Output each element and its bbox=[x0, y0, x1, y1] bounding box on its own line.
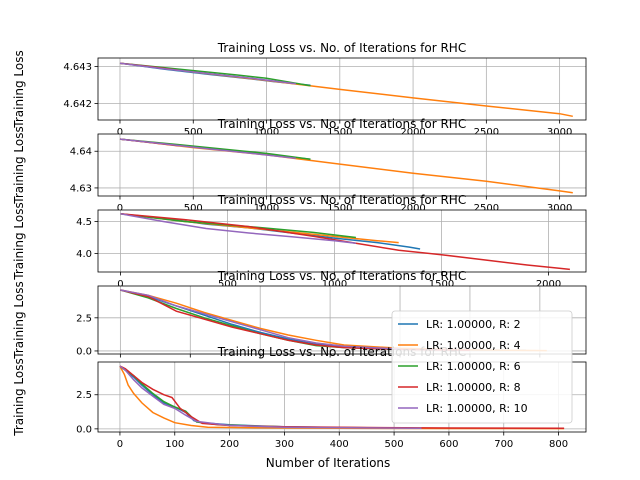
series-line-r1.00000, bbox=[120, 289, 470, 351]
y-tick-label: 4.63 bbox=[70, 183, 92, 194]
y-axis-label: Training Loss bbox=[12, 358, 26, 436]
x-tick-label: 3000 bbox=[547, 203, 572, 214]
axes-frame bbox=[97, 133, 587, 197]
y-tick-label: 2.5 bbox=[76, 313, 92, 324]
x-tick-label: 1000 bbox=[254, 127, 279, 138]
subplot-2: 0 500 1000 1500 2000 2500 3000 4.63 4.64 Training… bbox=[12, 117, 587, 214]
x-tick-label: 800 bbox=[549, 439, 568, 450]
x-tick-label: 500 bbox=[184, 127, 203, 138]
y-tick-label: 4.0 bbox=[76, 249, 92, 260]
y-tick-label: 4.642 bbox=[63, 99, 92, 110]
x-tick-label: 3000 bbox=[547, 127, 572, 138]
y-tick-label: 4.5 bbox=[76, 217, 92, 228]
x-axis-label: Number of Iterations bbox=[266, 456, 391, 470]
series-group bbox=[119, 62, 573, 118]
y-tick-label: 0.0 bbox=[76, 346, 92, 357]
x-tick-label: 600 bbox=[439, 439, 458, 450]
x-tick-label: 2000 bbox=[536, 279, 561, 290]
axes-frame bbox=[97, 361, 587, 433]
series-line-r1.00000, bbox=[120, 289, 401, 350]
x-tick-label: 300 bbox=[275, 439, 294, 450]
legend-label: LR: 1.00000, R: 6 bbox=[426, 360, 521, 373]
series-line-r1.00000, bbox=[120, 213, 356, 244]
x-tick-label: 2500 bbox=[474, 203, 499, 214]
subplot-3: 0 500 1000 1500 2000 4.0 4.5 Training Loss Train… bbox=[12, 193, 587, 290]
x-tick-label: 1500 bbox=[327, 203, 352, 214]
y-axis-label: Training Loss bbox=[12, 202, 26, 280]
axes-frame bbox=[97, 285, 587, 355]
x-tick-label: 1000 bbox=[254, 203, 279, 214]
subplot-title: Training Loss vs. No. of Iterations for … bbox=[217, 269, 466, 283]
subplot-title: Training Loss vs. No. of Iterations for … bbox=[217, 117, 466, 131]
legend-label: LR: 1.00000, R: 2 bbox=[426, 318, 521, 331]
legend-label: LR: 1.00000, R: 4 bbox=[426, 339, 521, 352]
x-tick-label: 1000 bbox=[322, 279, 347, 290]
x-tick-label: 100 bbox=[165, 439, 184, 450]
x-tick-label: 0 bbox=[117, 127, 123, 138]
subplot-title: Training Loss vs. No. of Iterations for … bbox=[217, 41, 466, 55]
series-group bbox=[119, 138, 573, 194]
x-tick-label: 2000 bbox=[400, 203, 425, 214]
x-tick-label: 1500 bbox=[327, 127, 352, 138]
x-tick-label: 500 bbox=[385, 439, 404, 450]
x-tick-label: 2500 bbox=[474, 127, 499, 138]
x-tick-label: 1500 bbox=[429, 279, 454, 290]
subplot-panels: 0 500 1000 1500 2000 2500 30004.6424.643Traini… bbox=[12, 41, 587, 450]
subplot-title: Training Loss vs. No. of Iterations for … bbox=[217, 193, 466, 207]
legend: LR: 1.00000, R: 2 LR: 1.00000, R: 4 LR: 1.… bbox=[391, 310, 573, 424]
series-line-r1.00000, bbox=[120, 213, 570, 271]
series-group bbox=[120, 213, 570, 271]
x-tick-label: 2000 bbox=[400, 127, 425, 138]
y-tick-label: 0.0 bbox=[76, 424, 92, 435]
y-tick-label: 4.643 bbox=[63, 62, 92, 73]
subplot-1: 0 500 1000 1500 2000 2500 3000 4.642 4.643 Traini… bbox=[12, 41, 587, 138]
y-axis-label: Training Loss bbox=[12, 281, 26, 359]
x-tick-label: 500 bbox=[184, 203, 203, 214]
x-tick-label: 200 bbox=[220, 439, 239, 450]
y-axis-label: Training Loss bbox=[12, 50, 26, 128]
axes-frame bbox=[97, 209, 587, 273]
x-tick-label: 0 bbox=[117, 203, 123, 214]
x-tick-label: 0 bbox=[117, 439, 123, 450]
legend-label: LR: 1.00000, R: 10 bbox=[426, 402, 528, 415]
series-line-r1.00000, bbox=[119, 365, 422, 429]
y-tick-label: 2.5 bbox=[76, 390, 92, 401]
y-axis-label: Training Loss bbox=[12, 126, 26, 204]
subplot-5: 0 100 200 300 400 500 600 700 800 0.0 2.5 Training … bbox=[12, 345, 587, 450]
legend-box bbox=[391, 310, 573, 424]
x-tick-label: 400 bbox=[330, 439, 349, 450]
y-tick-label: 4.64 bbox=[70, 147, 92, 158]
series-group bbox=[119, 365, 565, 430]
x-tick-label: 500 bbox=[218, 279, 237, 290]
series-line-r1.00000, bbox=[119, 62, 296, 85]
x-tick-label: 0 bbox=[117, 279, 123, 290]
series-line-r1.00000, bbox=[119, 138, 296, 159]
legend-label: LR: 1.00000, R: 8 bbox=[426, 381, 521, 394]
x-tick-label: 700 bbox=[494, 439, 513, 450]
axes-frame bbox=[97, 57, 587, 121]
